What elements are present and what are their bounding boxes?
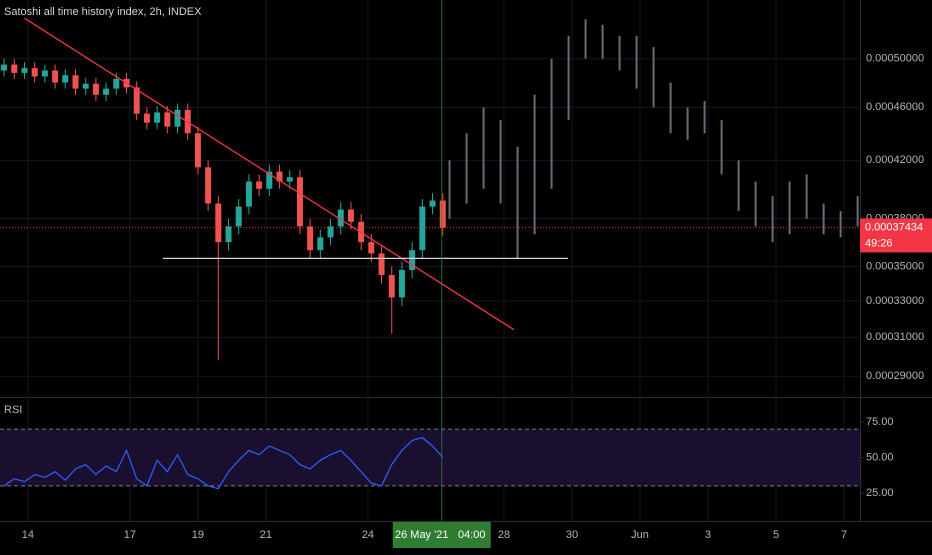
candle-body <box>103 88 110 95</box>
last-price-box <box>860 218 932 253</box>
candle-body <box>245 181 252 207</box>
x-tick-label: Jun <box>631 529 649 541</box>
candle-body <box>286 177 293 182</box>
candle-body <box>133 87 140 114</box>
candle-body <box>439 200 446 228</box>
candle-body <box>143 113 150 123</box>
countdown-label: 49:26 <box>865 237 893 249</box>
y-tick-label: 0.00029000 <box>866 370 924 382</box>
y-tick-label: 0.00035000 <box>866 261 924 273</box>
candle-body <box>41 70 48 77</box>
candle-body <box>276 171 283 182</box>
x-tick-label: 21 <box>260 529 272 541</box>
candle-body <box>1 64 8 71</box>
candle-body <box>21 68 28 73</box>
candle-body <box>317 237 324 251</box>
x-tick-label: 30 <box>566 529 578 541</box>
candle-body <box>337 209 344 227</box>
candle-body <box>235 206 242 227</box>
candle-body <box>296 177 303 227</box>
candle-body <box>154 112 161 123</box>
candle-body <box>72 75 79 89</box>
y-tick-label: 0.00031000 <box>866 331 924 343</box>
rsi-band <box>0 429 860 486</box>
x-tick-label: 3 <box>705 529 711 541</box>
candle-body <box>266 171 273 189</box>
candle-body <box>174 109 181 127</box>
candle-body <box>31 68 38 77</box>
y-tick-label: 0.00033000 <box>866 295 924 307</box>
candle-body <box>347 209 354 222</box>
rsi-tick-label: 75.00 <box>866 416 894 428</box>
y-tick-label: 0.00046000 <box>866 101 924 113</box>
rsi-line <box>3 436 444 490</box>
x-tick-label: 24 <box>362 529 374 541</box>
candle-body <box>205 167 212 204</box>
y-tick-label: 0.00050000 <box>866 53 924 65</box>
candle-body <box>327 226 334 238</box>
candle-body <box>419 206 426 251</box>
candle-body <box>378 253 385 275</box>
x-tick-label: 28 <box>498 529 510 541</box>
x-tick-label: 7 <box>841 529 847 541</box>
overlay-layer: 0.000500000.000460000.000420000.00038000… <box>4 0 932 548</box>
y-tick-label: 0.00042000 <box>866 154 924 166</box>
crosshair-date: 26 May '21 <box>395 529 448 541</box>
x-tick-label: 19 <box>192 529 204 541</box>
candle-body <box>368 242 375 254</box>
candle-body <box>215 203 222 243</box>
candle-body <box>92 83 99 95</box>
drawn-line <box>24 17 515 331</box>
candle-body <box>307 226 314 251</box>
candle-body <box>164 112 171 127</box>
candle-body <box>194 133 201 168</box>
x-tick-label: 14 <box>22 529 34 541</box>
x-tick-label: 5 <box>773 529 779 541</box>
last-price-label: 0.00037434 <box>865 221 923 233</box>
candle-body <box>11 64 18 73</box>
crosshair-time: 04:00 <box>458 529 486 541</box>
rsi-pane <box>0 421 864 494</box>
candle-body <box>256 181 263 189</box>
rsi-title: RSI <box>4 404 22 416</box>
x-tick-label: 17 <box>124 529 136 541</box>
candle-body <box>52 70 59 83</box>
chart-title: Satoshi all time history index, 2h, INDE… <box>4 6 202 18</box>
candle-body <box>62 75 69 83</box>
candle-body <box>409 250 416 270</box>
candle-body <box>429 200 436 207</box>
candle-body <box>398 269 405 298</box>
candle-body <box>82 83 89 89</box>
candle-body <box>388 274 395 298</box>
rsi-tick-label: 25.00 <box>866 487 894 499</box>
candle-body <box>113 78 120 89</box>
candle-body <box>225 226 232 243</box>
crosshair-label-box <box>392 522 491 548</box>
rsi-tick-label: 50.00 <box>866 451 894 463</box>
